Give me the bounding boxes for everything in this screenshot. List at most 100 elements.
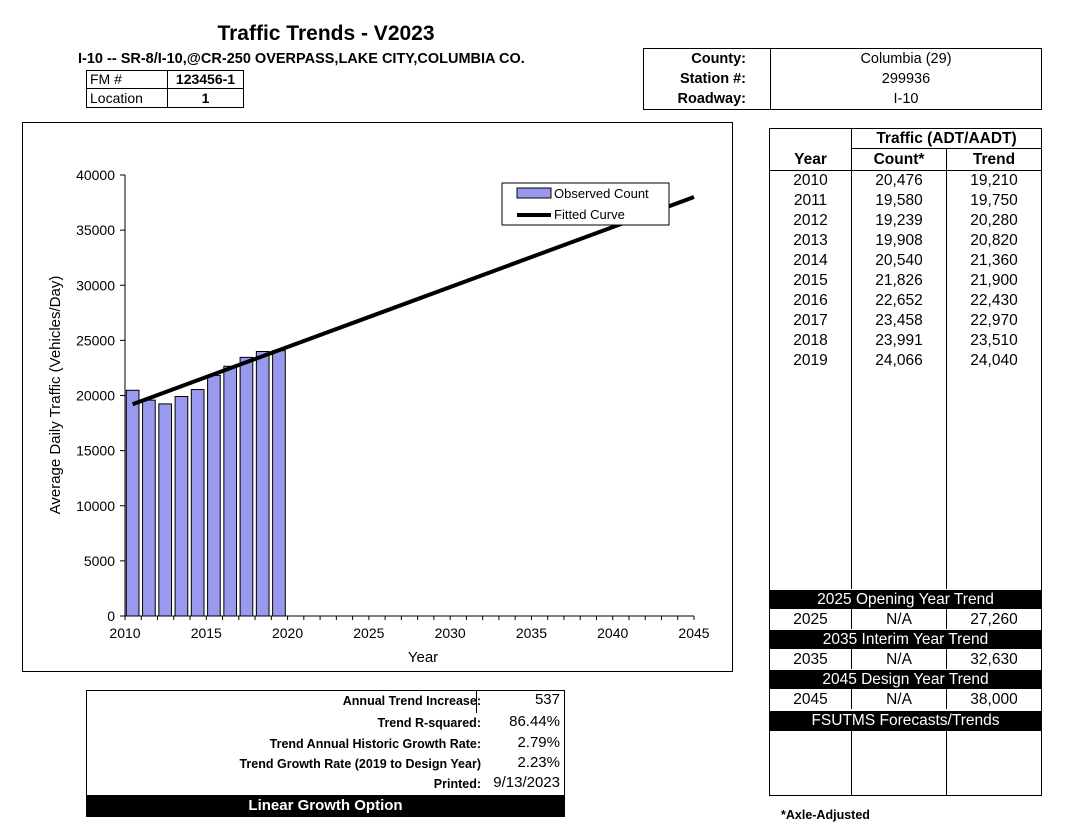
interim-year: 2035	[793, 651, 828, 668]
table-cell-count: 20,540	[875, 252, 923, 269]
traffic-trend-chart: 0 5000 10000 15000 20000 25000 30000 35000 40000…	[47, 167, 710, 666]
fm-value: 123456-1	[175, 71, 236, 87]
annual-increase-label: Annual Trend Increase:	[342, 694, 481, 708]
opening-year-band: 2025 Opening Year Trend	[770, 590, 1041, 609]
location-label: Location	[90, 90, 143, 106]
roadway-value: I-10	[893, 91, 919, 107]
table-cell-trend: 24,040	[970, 352, 1018, 369]
opening-count: N/A	[886, 611, 912, 628]
table-cell-count: 19,908	[875, 232, 923, 249]
station-label: Station #:	[679, 71, 746, 87]
fitted-curve-line	[131, 195, 695, 407]
table-cell-trend: 19,210	[970, 172, 1018, 189]
county-value: Columbia (29)	[860, 51, 952, 67]
x-tick-label: 2030	[435, 625, 466, 641]
printed-value: 9/13/2023	[493, 774, 560, 791]
y-tick-label: 30000	[76, 277, 115, 293]
site-info-box: County: Columbia (29) Station #: 299936 …	[643, 48, 1042, 110]
table-cell-count: 21,826	[875, 272, 923, 289]
historic-growth-label: Trend Annual Historic Growth Rate:	[269, 737, 481, 751]
interim-trend: 32,630	[970, 651, 1018, 668]
x-tick-label: 2035	[516, 625, 547, 641]
table-cell-trend: 21,900	[970, 272, 1018, 289]
r-squared-label: Trend R-squared:	[377, 716, 482, 730]
table-cell-count: 19,580	[875, 192, 923, 209]
table-cell-trend: 22,430	[970, 292, 1018, 309]
x-axis-title: Year	[408, 649, 438, 666]
bar-observed-2018	[255, 350, 270, 617]
bar-observed-2016	[223, 365, 238, 617]
table-cell-count: 22,652	[875, 292, 923, 309]
fsutms-band: FSUTMS Forecasts/Trends	[770, 711, 1041, 731]
interim-count: N/A	[886, 651, 912, 668]
bar-observed-2010	[125, 389, 140, 617]
axle-adjusted-note: *Axle-Adjusted	[781, 808, 870, 822]
legend-label-observed: Observed Count	[554, 186, 649, 201]
design-year-band: 2045 Design Year Trend	[770, 670, 1041, 689]
design-year: 2045	[793, 691, 828, 708]
location-value: 1	[201, 90, 210, 106]
table-cell-count: 23,991	[875, 332, 923, 349]
design-growth-value: 2.23%	[517, 754, 560, 771]
station-value: 299936	[881, 71, 931, 87]
table-cell-year: 2010	[793, 172, 828, 189]
x-tick-label: 2015	[191, 625, 222, 641]
legend-swatch-observed	[516, 187, 552, 199]
legend-label-fitted: Fitted Curve	[554, 207, 625, 222]
road-segment-description: I-10 -- SR-8/I-10,@CR-250 OVERPASS,LAKE …	[78, 51, 525, 67]
table-cell-count: 23,458	[875, 312, 923, 329]
growth-option-footer: Linear Growth Option	[87, 795, 564, 816]
x-tick-label: 2025	[353, 625, 384, 641]
table-cell-year: 2013	[793, 232, 828, 249]
table-cell-year: 2015	[793, 272, 828, 289]
table-cell-count: 24,066	[875, 352, 923, 369]
table-cell-year: 2017	[793, 312, 828, 329]
table-cell-trend: 20,820	[970, 232, 1018, 249]
printed-label: Printed:	[433, 777, 481, 791]
table-cell-trend: 19,750	[970, 192, 1018, 209]
traffic-table: Traffic (ADT/AADT) Year Count* Trend 201…	[769, 128, 1042, 796]
y-tick-label: 10000	[76, 498, 115, 514]
y-tick-label: 20000	[76, 388, 115, 404]
roadway-label: Roadway:	[677, 91, 747, 107]
bar-observed-2012	[158, 403, 172, 617]
design-trend: 38,000	[970, 691, 1018, 708]
design-growth-label: Trend Growth Rate (2019 to Design Year)	[239, 757, 481, 771]
col-header-trend: Trend	[972, 151, 1016, 168]
y-tick-label: 15000	[76, 443, 115, 459]
y-tick-label: 5000	[84, 553, 115, 569]
y-tick-label: 35000	[76, 222, 115, 238]
bar-observed-2013	[174, 396, 189, 617]
bar-observed-2017	[239, 356, 254, 617]
chart-frame	[22, 122, 733, 672]
bar-observed-2015	[207, 374, 221, 617]
x-tick-label: 2040	[597, 625, 628, 641]
design-count: N/A	[886, 691, 912, 708]
annual-increase-value: 537	[534, 691, 560, 708]
opening-year: 2025	[793, 611, 828, 628]
table-cell-year: 2012	[793, 212, 828, 229]
page-title: Traffic Trends - V2023	[217, 22, 435, 45]
table-cell-year: 2011	[793, 192, 828, 209]
table-cell-trend: 21,360	[970, 252, 1018, 269]
x-tick-label: 2020	[272, 625, 303, 641]
table-cell-trend: 22,970	[970, 312, 1018, 329]
opening-trend: 27,260	[970, 611, 1018, 628]
y-axis-title: Average Daily Traffic (Vehicles/Day)	[47, 276, 64, 515]
table-cell-trend: 20,280	[970, 212, 1018, 229]
table-cell-year: 2019	[793, 352, 828, 369]
fm-location-box: FM # 123456-1 Location 1	[86, 70, 244, 108]
table-cell-count: 19,239	[875, 212, 923, 229]
y-tick-label: 40000	[76, 167, 115, 183]
table-group-header: Traffic (ADT/AADT)	[876, 130, 1017, 147]
x-tick-label: 2010	[109, 625, 140, 641]
table-cell-count: 20,476	[875, 172, 923, 189]
bar-observed-2011	[142, 399, 156, 617]
county-label: County:	[691, 51, 746, 67]
fm-label: FM #	[90, 71, 122, 87]
col-header-count: Count*	[873, 151, 925, 168]
bar-observed-2019	[272, 350, 286, 617]
y-tick-label: 25000	[76, 332, 115, 348]
chart-legend: Observed Count Fitted Curve	[501, 182, 670, 226]
r-squared-value: 86.44%	[509, 713, 560, 730]
